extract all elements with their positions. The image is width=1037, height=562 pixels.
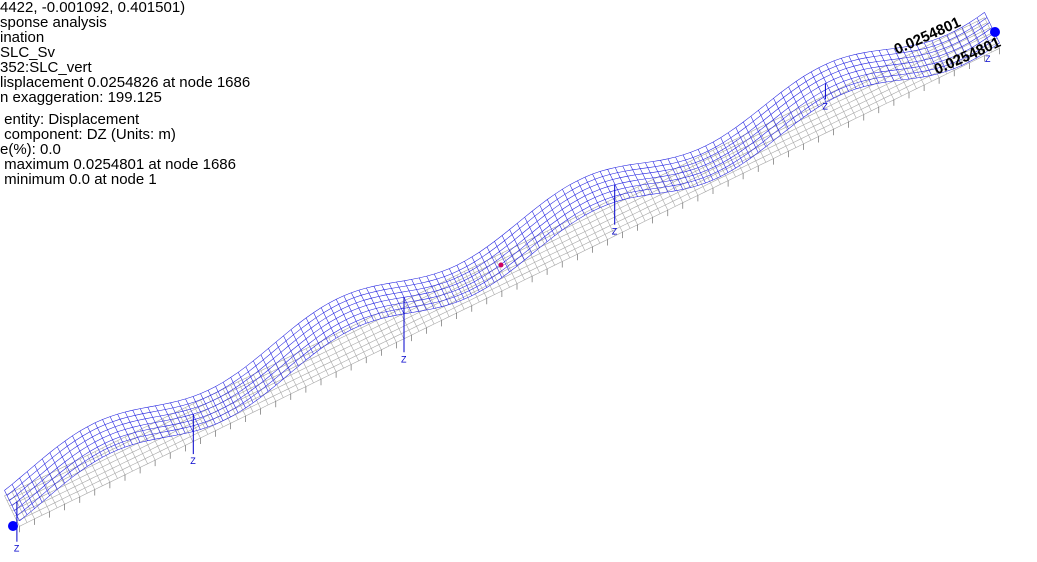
model-center-marker [498,262,504,268]
z-axis-label: Z [14,544,20,554]
percentage-line: e(%): 0.0 [0,142,61,157]
exaggeration-line: n exaggeration: 199.125 [0,90,162,105]
step-line: 352:SLC_vert [0,60,92,75]
z-axis-label: Z [190,456,196,466]
component-line: component: DZ (Units: m) [0,127,176,142]
max-displacement-line: lisplacement 0.0254826 at node 1686 [0,75,251,90]
z-axis-label: Z [612,227,618,237]
load-case-line: SLC_Sv [0,45,56,60]
analysis-type-line: sponse analysis [0,15,107,30]
end-node-marker [990,27,1000,37]
minimum-line: minimum 0.0 at node 1 [0,172,157,187]
deformed-deck-mesh [4,12,1000,522]
pier-supports: Z Z Z Z Z Z [14,48,1000,554]
entity-line: entity: Displacement [0,112,140,127]
end-z-axis-label: Z [985,54,991,64]
z-axis-label: Z [401,354,407,364]
maximum-line: maximum 0.0254801 at node 1686 [0,157,236,172]
combination-line: ination [0,30,45,45]
z-axis-label: Z [822,101,828,111]
node-coordinates-line: 4422, -0.001092, 0.401501) [0,0,186,15]
result-info-panel: 4422, -0.001092, 0.401501) sponse analys… [0,0,420,187]
start-node-marker [8,521,18,531]
